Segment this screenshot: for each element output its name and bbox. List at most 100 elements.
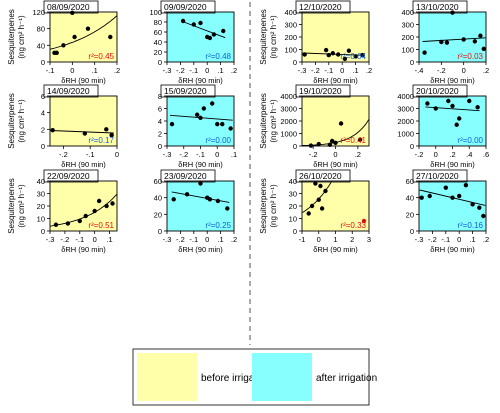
plot-frame [301,95,370,147]
y-tick-label: 0 [410,142,414,151]
x-tick-label: 3 [367,235,371,244]
x-tick-label: -1 [299,235,306,244]
x-tick-label: -.1 [196,150,205,159]
x-tick-label: .2 [366,66,372,75]
y-tick-label: 20 [37,202,45,211]
data-point [302,52,307,57]
x-tick-label: -.2 [437,66,446,75]
data-point [61,43,66,48]
plot-frame [49,11,118,63]
plot-background [419,12,486,62]
plot-frame [418,180,487,232]
plot-background [167,181,234,231]
panel-title-text: 19/10/2020 [299,86,342,96]
y-axis-label-line: Sesquiterpenes [259,178,268,234]
panel-title: 23/09/2020 [160,169,216,183]
data-point [65,221,71,226]
data-point [316,141,321,147]
panel-title-text: 20/10/2020 [416,86,459,96]
data-point [433,106,438,111]
x-tick-label: -.2 [176,66,185,75]
fit-line [180,20,226,39]
panel-title-box [412,0,468,14]
plot-frame [301,11,370,63]
data-point [333,140,338,146]
plot-frame [301,180,370,232]
y-tick-label: 60 [154,28,162,37]
data-point [83,213,88,219]
y-axis-label-line: (ng cm² h⁻¹) [269,15,278,59]
legend: before irrigation after irrigation [132,348,377,406]
data-point [323,47,329,53]
y-axis-label-line: Sesquiterpenes [7,9,16,65]
panel-title-text: 26/10/2020 [299,171,342,181]
x-axis-label: δRH (90 min) [178,245,223,254]
data-point [477,205,482,210]
y-tick-label: 0 [41,58,45,67]
y-axis-label-line: (ng cm² h⁻¹) [17,99,26,143]
y-axis-label-line: (ng cm² h⁻¹) [269,184,278,228]
y-tick-label: 30 [37,190,45,199]
x-tick-label: 0 [462,66,466,75]
r-squared-label: r²=0.33 [340,221,366,230]
y-axis-label: Sesquiterpenes(ng cm² h⁻¹) [259,93,278,149]
y-tick-label: 200 [284,33,297,42]
data-point [446,98,451,104]
plot-frame [49,180,118,232]
data-point [323,188,328,194]
plot-background [419,181,486,231]
panel-6: 15/09/2020 0 2 4 6 8 -.3 -.2 -.1 0 .1 δRH (90 min) r… [158,84,237,169]
x-axis-label: δRH (90 min) [61,76,106,85]
data-point [109,132,114,138]
panel-title: 22/09/2020 [43,169,99,183]
data-point [215,198,221,204]
x-tick-label: 0 [70,66,74,75]
panel-title: 13/10/2020 [412,0,468,14]
x-tick-label: .2 [483,235,489,244]
data-point [454,122,459,127]
r-squared-label: r²=0.03 [457,52,483,61]
x-tick-label: .1 [92,66,98,75]
panel-title-box [412,84,468,98]
data-point [470,202,475,207]
data-point [198,20,203,26]
panel-10: 23/09/2020 0 20 40 60 -.3 -.2 -.1 0 .1 .2 δRH (90 m… [154,169,237,254]
legend-label-before: before irrigation [201,373,270,384]
data-point [316,197,321,202]
panel-title-text: 27/10/2020 [416,171,459,181]
y-tick-label: 4000 [397,92,414,101]
x-tick-label: .1 [469,235,475,244]
x-tick-label: .2 [231,235,237,244]
x-tick-label: .2 [449,150,455,159]
y-axis-label: Sesquiterpenes(ng cm² h⁻¹) [259,9,278,65]
panel-title: 19/10/2020 [295,84,351,98]
x-tick-label: -.3 [298,66,307,75]
data-point [104,203,109,209]
y-tick-label: 6 [158,105,162,114]
data-point [198,115,203,121]
r-squared-label: r²=0.45 [88,52,114,61]
data-point [360,52,365,58]
data-point [92,208,97,214]
data-point [85,26,91,31]
y-tick-label: 0 [293,227,297,236]
x-tick-label: .1 [352,66,358,75]
data-point [180,18,186,24]
x-tick-label: .1 [217,235,223,244]
x-tick-label: .1 [231,150,237,159]
data-point [50,127,55,133]
y-axis-label: Sesquiterpenes(ng cm² h⁻¹) [7,9,26,65]
fit-line [50,15,117,50]
plot-background [50,96,117,146]
data-point [201,106,207,111]
plot-frame [49,95,118,147]
panel-title: 20/10/2020 [412,84,468,98]
plot-frame [418,95,487,147]
y-tick-label: 40 [406,194,414,203]
panel-title-text: 23/09/2020 [164,171,207,181]
panel-title: 26/10/2020 [295,169,351,183]
panel-12: 27/10/2020 0 20 40 60 -.3 -.2 -.1 0 .1 .2 δRH (90 m… [406,169,489,254]
x-tick-label: -.2 [176,235,185,244]
